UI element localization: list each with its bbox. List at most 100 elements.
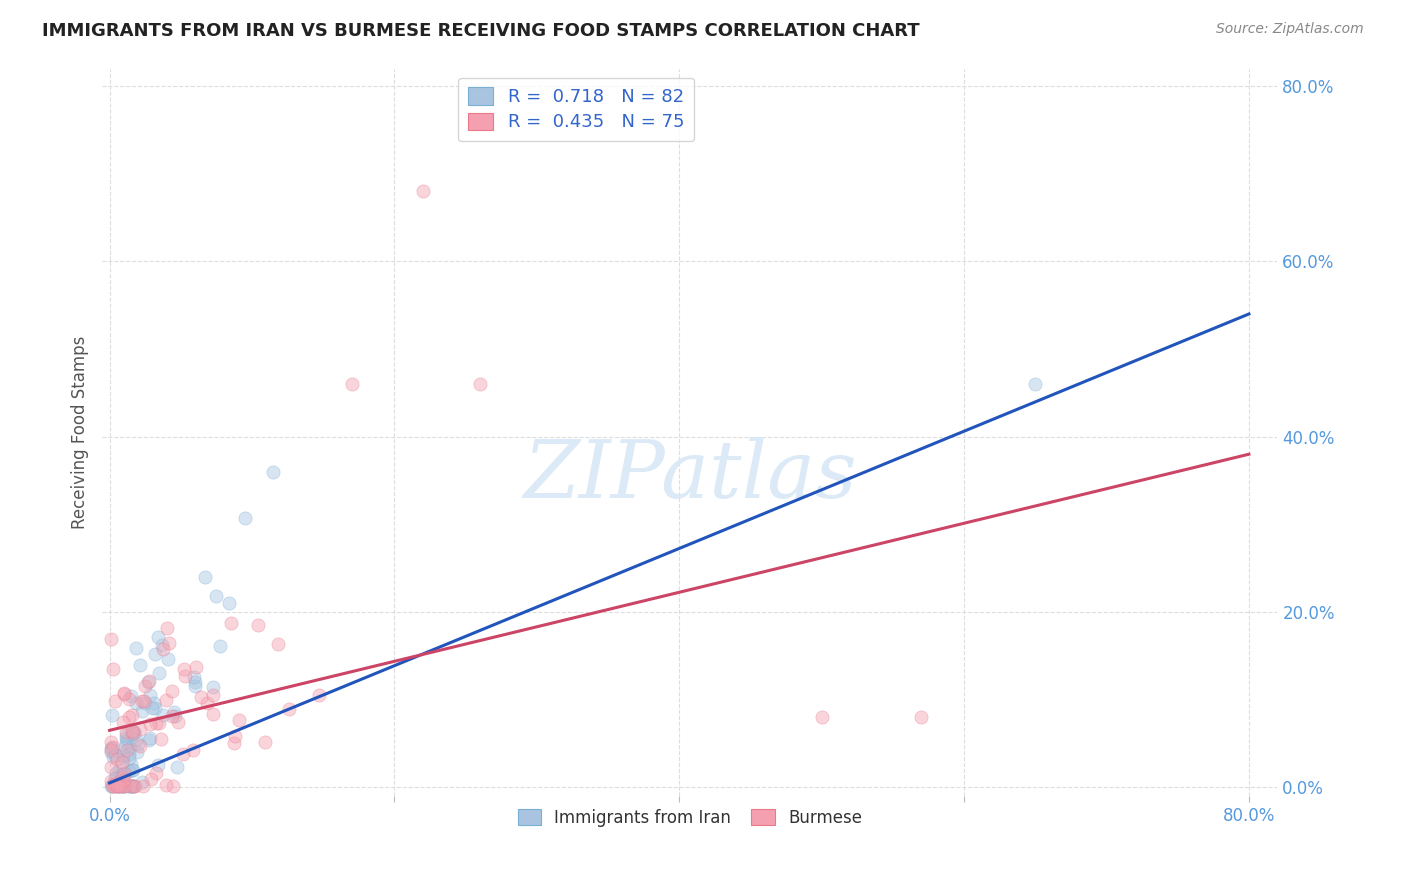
Point xyxy=(120,689,142,703)
Point xyxy=(149,732,172,747)
Point xyxy=(100,760,122,774)
Point xyxy=(160,683,183,698)
Point xyxy=(112,766,135,780)
Point xyxy=(114,731,136,746)
Point xyxy=(145,765,167,780)
Point xyxy=(115,733,138,747)
Point xyxy=(118,764,141,778)
Point xyxy=(121,707,143,722)
Point xyxy=(103,780,125,794)
Point xyxy=(148,715,170,730)
Point xyxy=(160,709,183,723)
Point xyxy=(138,732,160,747)
Point xyxy=(121,780,143,794)
Point xyxy=(205,589,228,603)
Point xyxy=(111,766,134,780)
Point xyxy=(145,716,167,731)
Point xyxy=(125,640,148,655)
Point xyxy=(118,710,141,724)
Point xyxy=(184,679,207,693)
Point xyxy=(105,752,128,766)
Point xyxy=(148,665,170,680)
Point xyxy=(104,771,127,785)
Point xyxy=(224,729,246,743)
Point xyxy=(138,673,160,688)
Point xyxy=(105,766,128,780)
Point xyxy=(253,735,276,749)
Point xyxy=(104,694,127,708)
Text: Source: ZipAtlas.com: Source: ZipAtlas.com xyxy=(1216,22,1364,37)
Point xyxy=(127,744,149,758)
Point xyxy=(157,636,180,650)
Point xyxy=(1024,377,1046,392)
Point xyxy=(105,780,128,794)
Point xyxy=(139,688,162,702)
Point xyxy=(468,377,491,392)
Point xyxy=(101,708,124,723)
Point xyxy=(235,511,257,525)
Point xyxy=(122,724,145,739)
Point xyxy=(103,747,125,762)
Text: ZIPatlas: ZIPatlas xyxy=(523,437,856,515)
Point xyxy=(190,690,212,704)
Point xyxy=(166,760,188,774)
Point xyxy=(152,642,174,657)
Point xyxy=(111,770,134,784)
Point xyxy=(167,715,190,730)
Point xyxy=(101,777,124,791)
Point xyxy=(100,740,122,755)
Legend: Immigrants from Iran, Burmese: Immigrants from Iran, Burmese xyxy=(509,800,870,835)
Point xyxy=(114,725,136,739)
Point xyxy=(124,780,146,794)
Point xyxy=(267,637,290,651)
Point xyxy=(117,780,139,794)
Point xyxy=(100,773,122,788)
Point xyxy=(111,780,134,794)
Point xyxy=(141,772,163,786)
Point xyxy=(101,740,124,755)
Point xyxy=(222,736,245,750)
Point xyxy=(132,694,155,708)
Point xyxy=(121,763,143,777)
Point xyxy=(277,702,299,716)
Point xyxy=(107,780,129,794)
Point xyxy=(202,706,225,721)
Point xyxy=(262,465,284,479)
Point xyxy=(156,652,179,666)
Point xyxy=(162,780,184,794)
Point xyxy=(131,775,153,789)
Point xyxy=(112,767,135,781)
Point xyxy=(125,731,148,746)
Point xyxy=(117,751,139,765)
Text: IMMIGRANTS FROM IRAN VS BURMESE RECEIVING FOOD STAMPS CORRELATION CHART: IMMIGRANTS FROM IRAN VS BURMESE RECEIVIN… xyxy=(42,22,920,40)
Point xyxy=(139,731,162,745)
Point xyxy=(115,728,138,742)
Point xyxy=(141,701,163,715)
Point xyxy=(155,778,177,792)
Point xyxy=(121,780,143,794)
Point xyxy=(173,669,195,683)
Point xyxy=(112,780,135,794)
Point xyxy=(112,714,135,729)
Point xyxy=(184,674,207,689)
Point xyxy=(120,756,142,771)
Point xyxy=(121,726,143,740)
Point xyxy=(181,743,204,757)
Point xyxy=(100,632,122,646)
Point xyxy=(201,688,224,702)
Point xyxy=(142,696,165,710)
Point xyxy=(111,747,134,762)
Point xyxy=(209,639,232,653)
Point xyxy=(101,740,124,755)
Point xyxy=(108,780,131,794)
Point xyxy=(340,377,363,392)
Point xyxy=(107,776,129,790)
Point xyxy=(129,722,152,736)
Point xyxy=(128,658,150,673)
Point xyxy=(131,705,153,719)
Point xyxy=(112,687,135,701)
Point xyxy=(111,780,134,794)
Point xyxy=(155,693,177,707)
Point xyxy=(122,763,145,777)
Point xyxy=(107,780,129,794)
